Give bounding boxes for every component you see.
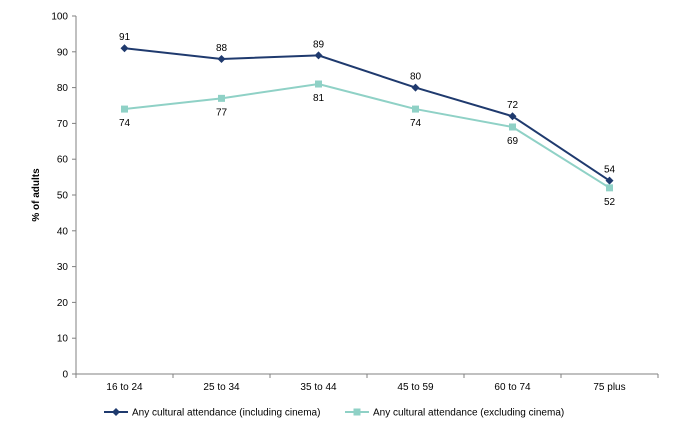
chart-axes — [75, 16, 658, 375]
data-point — [509, 123, 516, 131]
y-tick-label: 40 — [57, 226, 69, 237]
legend-item: Any cultural attendance (excluding cinem… — [345, 408, 564, 419]
data-point — [411, 83, 420, 92]
y-tick-label: 10 — [57, 334, 69, 345]
x-axis-ticks: 16 to 24 25 to 34 35 to 44 45 to 59 60 to 74… — [75, 374, 659, 393]
x-tick-label: 45 to 59 — [397, 382, 434, 393]
series-line — [124, 83, 611, 189]
y-tick-label: 20 — [57, 298, 69, 309]
y-tick-label: 100 — [51, 12, 68, 23]
y-tick-label: 90 — [57, 47, 69, 58]
data-point — [314, 51, 323, 60]
y-tick-label: 60 — [57, 155, 69, 166]
data-label: 74 — [119, 118, 131, 129]
data-label: 74 — [410, 118, 422, 129]
x-tick-label: 25 to 34 — [203, 382, 240, 393]
data-point — [120, 44, 129, 53]
legend-marker — [353, 408, 361, 416]
data-label: 77 — [216, 107, 228, 118]
data-point — [315, 80, 322, 88]
x-tick-label: 75 plus — [593, 382, 625, 393]
data-point — [412, 105, 419, 113]
data-label: 52 — [604, 197, 616, 208]
data-label: 80 — [410, 72, 422, 83]
y-tick-label: 0 — [62, 370, 68, 381]
legend-label: Any cultural attendance (including cinem… — [132, 408, 320, 419]
y-axis-ticks: 0 10 20 30 40 50 60 70 80 90 100 — [51, 12, 76, 381]
data-point — [218, 94, 225, 102]
series-line — [124, 47, 611, 182]
data-label: 69 — [507, 136, 519, 147]
data-label: 88 — [216, 43, 228, 54]
legend-label: Any cultural attendance (excluding cinem… — [373, 408, 564, 419]
y-tick-label: 80 — [57, 83, 69, 94]
data-label: 81 — [313, 93, 325, 104]
y-tick-label: 70 — [57, 119, 69, 130]
chart-series: 91 88 89 80 72 54 74 77 81 74 69 52 — [119, 32, 616, 208]
data-label: 54 — [604, 165, 616, 176]
series-0: 91 88 89 80 72 54 — [119, 32, 616, 185]
y-tick-label: 50 — [57, 191, 69, 202]
data-point — [217, 54, 226, 63]
data-label: 72 — [507, 100, 519, 111]
series-1: 74 77 81 74 69 52 — [119, 80, 616, 208]
data-label: 91 — [119, 32, 131, 43]
legend-item: Any cultural attendance (including cinem… — [104, 408, 320, 419]
y-tick-label: 30 — [57, 262, 69, 273]
x-tick-label: 35 to 44 — [300, 382, 337, 393]
x-tick-label: 60 to 74 — [494, 382, 531, 393]
y-axis-title: % of adults — [31, 168, 42, 222]
data-point — [605, 176, 614, 185]
data-label: 89 — [313, 39, 325, 50]
data-point — [508, 112, 517, 121]
x-tick-label: 16 to 24 — [106, 382, 143, 393]
data-point — [121, 105, 128, 113]
legend-marker — [112, 408, 120, 416]
data-point — [606, 184, 613, 192]
chart-legend: Any cultural attendance (including cinem… — [104, 408, 564, 419]
